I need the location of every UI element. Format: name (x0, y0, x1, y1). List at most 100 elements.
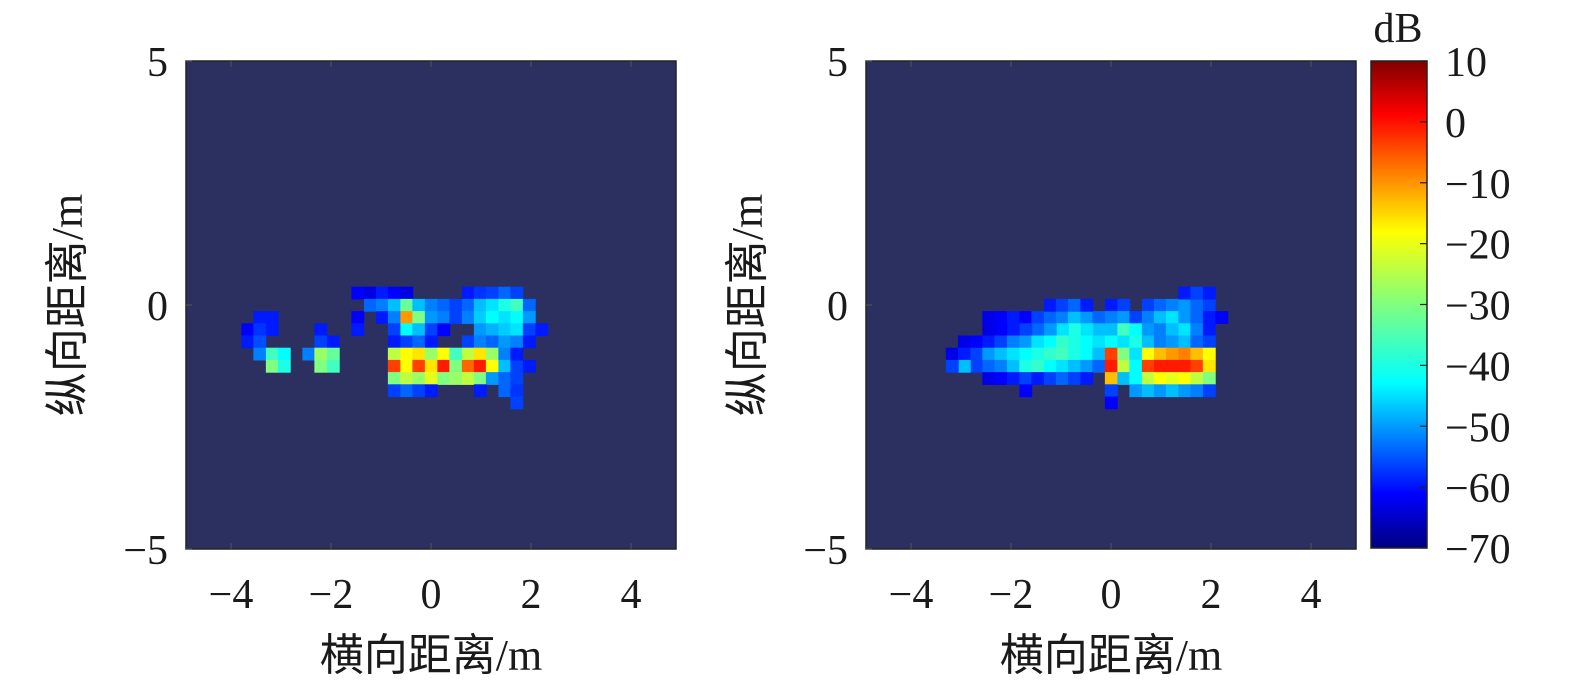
heatmap-cell (1092, 323, 1106, 337)
heatmap-cell (387, 323, 401, 337)
heatmap-cell (945, 347, 959, 361)
heatmap-cell (1067, 298, 1081, 312)
heatmap-cell (326, 359, 340, 373)
y-tick-label: 5 (147, 40, 168, 86)
heatmap-cell (400, 384, 414, 398)
heatmap-cell (1153, 311, 1167, 324)
heatmap-cell (1043, 335, 1057, 349)
heatmap-cell (1092, 359, 1106, 373)
heatmap-cell (326, 347, 340, 361)
x-tick-label: −4 (889, 572, 934, 618)
colorbar-tick-label: −20 (1445, 223, 1511, 269)
heatmap-cell (1117, 335, 1131, 349)
heatmap-cell (1006, 323, 1020, 337)
heatmap-cell (412, 384, 426, 398)
heatmap-cell (1104, 335, 1118, 349)
heatmap-cell (1129, 359, 1143, 373)
heatmap-cell (1117, 372, 1131, 385)
heatmap-cell (375, 286, 389, 300)
heatmap-cell (982, 372, 996, 385)
heatmap-cell (1153, 323, 1167, 337)
heatmap-cell (970, 359, 984, 373)
heatmap-cell (1153, 335, 1167, 349)
x-axis-label: 横向距离/m (1000, 631, 1222, 680)
heatmap-cell (1080, 311, 1094, 324)
heatmap-cell (498, 347, 512, 361)
heatmap-cell (387, 286, 401, 300)
heatmap-cell (1141, 372, 1155, 385)
x-axis-label: 横向距离/m (320, 631, 542, 680)
heatmap-cell (400, 298, 414, 312)
heatmap-cell (387, 335, 401, 349)
heatmap-cell (522, 335, 536, 349)
heatmap-cell (1190, 359, 1204, 373)
heatmap-cell (1092, 347, 1106, 361)
heatmap-cell (485, 335, 499, 349)
heatmap-cell (1141, 335, 1155, 349)
heatmap-cell (314, 347, 328, 361)
heatmap-cell (485, 323, 499, 337)
heatmap-cell (1117, 298, 1131, 312)
heatmap-cell (1117, 359, 1131, 373)
heatmap-cell (363, 298, 377, 312)
heatmap-cell (1104, 298, 1118, 312)
heatmap-cell (400, 335, 414, 349)
heatmap-cell (400, 372, 414, 385)
heatmap-cell (1190, 286, 1204, 300)
heatmap-cell (994, 372, 1008, 385)
heatmap-cell (1141, 311, 1155, 324)
heatmap-cell (1092, 311, 1106, 324)
heatmap-cell (1104, 384, 1118, 398)
heatmap-cell (1043, 298, 1057, 312)
heatmap-cell (485, 372, 499, 385)
heatmap-cell (994, 347, 1008, 361)
heatmap-cell (449, 359, 463, 373)
heatmap-cell (498, 359, 512, 373)
colorbar-tick-label: −70 (1445, 527, 1511, 573)
heatmap-cell (375, 311, 389, 324)
heatmap-cell (1129, 347, 1143, 361)
heatmap-cell (982, 311, 996, 324)
heatmap-cell (485, 298, 499, 312)
heatmap-cell (1031, 323, 1045, 337)
heatmap-cell (1178, 372, 1192, 385)
heatmap-cell (1153, 298, 1167, 312)
heatmap-cell (1080, 335, 1094, 349)
heatmap-cell (265, 347, 279, 361)
heatmap-cell (277, 359, 291, 373)
heatmap-cell (437, 323, 451, 337)
heatmap-cell (424, 323, 438, 337)
heatmap-cell (1141, 384, 1155, 398)
heatmap-cell (473, 384, 487, 398)
heatmap-cell (265, 323, 279, 337)
heatmap-cell (363, 286, 377, 300)
colorbar-ticks: 10 0 −10 −20 −30 −40 −50 −60 −70 (1420, 40, 1511, 573)
heatmap-cell (437, 298, 451, 312)
heatmap-cell (387, 359, 401, 373)
heatmap-cell (1129, 323, 1143, 337)
heatmap-cell (461, 359, 475, 373)
heatmap-cell (1190, 335, 1204, 349)
heatmap-plot-right: −4 −2 0 2 4 −5 0 5 横向距离/m 纵向距离/m (723, 40, 1357, 680)
heatmap-cell (1043, 311, 1057, 324)
heatmap-cell (510, 298, 524, 312)
heatmap-cell (1104, 359, 1118, 373)
heatmap-cell (1019, 359, 1033, 373)
heatmap-cell (1202, 286, 1216, 300)
heatmap-cell (387, 372, 401, 385)
heatmap-cell (449, 298, 463, 312)
heatmap-cell (1202, 323, 1216, 337)
heatmap-cell (1080, 347, 1094, 361)
heatmap-cell (1031, 359, 1045, 373)
heatmap-cell (1153, 372, 1167, 385)
heatmap-cell (1031, 311, 1045, 324)
heatmap-cell (412, 335, 426, 349)
colorbar-gradient (1370, 60, 1428, 549)
heatmap-cell (351, 323, 365, 337)
heatmap-cell (1019, 372, 1033, 385)
heatmap-cell (1031, 347, 1045, 361)
heatmap-cell (1165, 372, 1179, 385)
heatmap-cell (1080, 359, 1094, 373)
x-tick-label: 0 (1101, 572, 1122, 618)
heatmap-cell (982, 323, 996, 337)
